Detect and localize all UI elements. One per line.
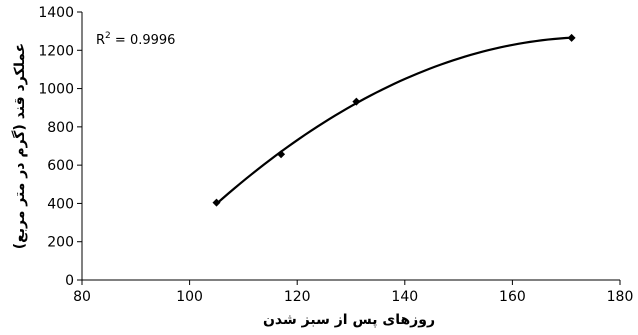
y-tick-label: 600 [47, 158, 74, 174]
x-axis-title: روزهای پس از سبز شدن [263, 312, 435, 328]
y-tick-label: 1000 [38, 82, 74, 98]
x-tick-label: 180 [607, 289, 634, 305]
x-tick-label: 80 [73, 289, 91, 305]
x-tick-label: 100 [176, 289, 203, 305]
x-axis-ticks: 80 100 120 140 160 180 [73, 280, 633, 305]
trendline [215, 36, 572, 205]
data-point [567, 33, 576, 42]
r2-superscript: 2 [105, 31, 111, 41]
data-point [212, 198, 221, 207]
x-tick-label: 120 [284, 289, 311, 305]
y-tick-label: 800 [47, 120, 74, 136]
r2-value: = 0.9996 [111, 33, 176, 48]
r2-label: R [96, 33, 105, 48]
y-axis-title: عملکرد قند (گرم در متر مربع) [11, 43, 28, 249]
data-points [212, 33, 576, 207]
y-tick-label: 400 [47, 196, 74, 212]
data-point [277, 150, 286, 159]
x-tick-label: 160 [499, 289, 526, 305]
y-tick-label: 0 [65, 273, 74, 289]
y-axis-ticks: 0 200 400 600 800 1000 1200 1400 [38, 5, 82, 289]
x-tick-label: 140 [391, 289, 418, 305]
data-point [352, 97, 361, 106]
r2-annotation: R2 = 0.9996 [96, 31, 175, 48]
y-tick-label: 1400 [38, 5, 74, 21]
y-tick-label: 1200 [38, 43, 74, 59]
y-tick-label: 200 [47, 235, 74, 251]
